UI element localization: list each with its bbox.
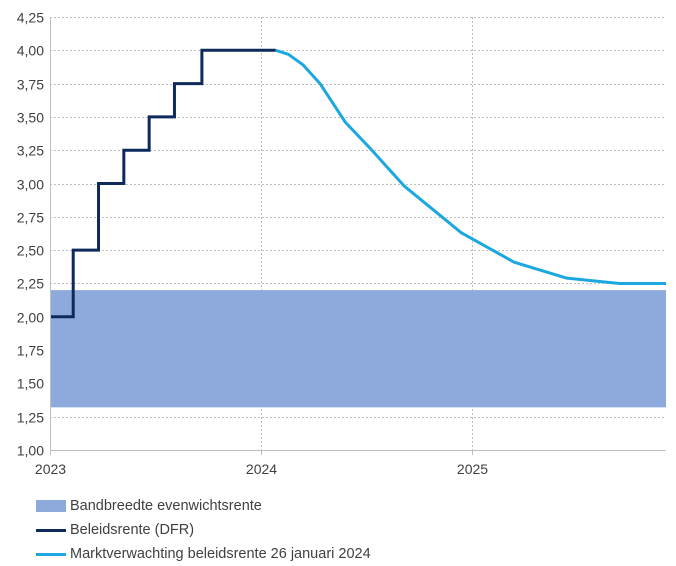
legend-swatch-dfr xyxy=(36,528,66,532)
x-axis-tick-labels: 2023 2024 2025 xyxy=(35,461,488,477)
legend-label-band: Bandbreedte evenwichtsrente xyxy=(70,498,262,514)
legend-label-dfr: Beleidsrente (DFR) xyxy=(70,522,195,538)
legend-label-market: Marktverwachting beleidsrente 26 januari… xyxy=(70,546,371,562)
chart: 1,00 1,25 1,50 1,75 2,00 2,25 2,50 2,75 3,00 3,25… xyxy=(17,10,666,477)
series-line-dfr xyxy=(50,48,276,319)
y-tick-label: 1,50 xyxy=(17,376,44,392)
legend-item-dfr: Beleidsrente (DFR) xyxy=(36,518,371,542)
legend-item-band: Bandbreedte evenwichtsrente xyxy=(36,494,371,518)
y-tick-label: 2,00 xyxy=(17,310,44,326)
y-tick-label: 1,25 xyxy=(17,410,44,426)
y-tick-label: 1,00 xyxy=(17,443,44,459)
legend-item-market: Marktverwachting beleidsrente 26 januari… xyxy=(36,542,371,566)
y-tick-label: 1,75 xyxy=(17,343,44,359)
y-axis-tick-labels: 1,00 1,25 1,50 1,75 2,00 2,25 2,50 2,75 3,00 3,25… xyxy=(17,10,44,459)
y-tick-label: 4,00 xyxy=(17,43,44,59)
y-tick-label: 4,25 xyxy=(17,10,44,26)
x-tick-label: 2025 xyxy=(457,461,488,477)
y-tick-label: 2,25 xyxy=(17,276,44,292)
series-layer xyxy=(50,48,666,319)
axes xyxy=(50,17,666,455)
legend-swatch-band xyxy=(36,500,66,512)
band-area xyxy=(50,290,666,408)
series-line-market-expectation xyxy=(275,48,666,285)
y-tick-label: 3,25 xyxy=(17,143,44,159)
y-tick-label: 3,00 xyxy=(17,177,44,193)
legend-swatch-market xyxy=(36,552,66,556)
y-tick-label: 3,75 xyxy=(17,77,44,93)
legend: Bandbreedte evenwichtsrente Beleidsrente… xyxy=(36,494,371,566)
x-tick-label: 2023 xyxy=(35,461,66,477)
x-tick-label: 2024 xyxy=(246,461,277,477)
band-layer xyxy=(50,290,666,408)
y-tick-label: 2,50 xyxy=(17,243,44,259)
y-tick-label: 3,50 xyxy=(17,110,44,126)
y-tick-label: 2,75 xyxy=(17,210,44,226)
